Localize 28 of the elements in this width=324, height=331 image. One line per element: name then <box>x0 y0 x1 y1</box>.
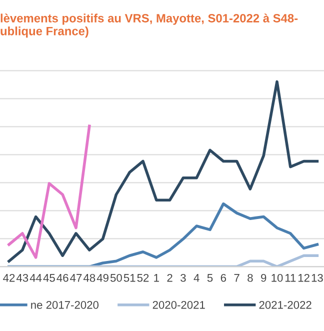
x-tick-label: 8 <box>248 274 253 282</box>
x-tick-label: 47 <box>70 274 82 282</box>
x-tick-label: 12 <box>298 274 310 282</box>
x-tick-label: 49 <box>96 274 108 282</box>
x-tick-label: 45 <box>43 274 55 282</box>
x-tick-label: 48 <box>83 274 96 282</box>
x-tick-label: 52 <box>137 274 149 282</box>
x-tick-label: 51 <box>124 274 136 282</box>
x-tick-label: 42 <box>3 274 15 282</box>
x-tick-label: 46 <box>56 274 68 282</box>
x-tick-label: 2 <box>167 274 172 282</box>
x-tick-label: 3 <box>180 274 186 282</box>
x-tick-label: 9 <box>261 274 266 282</box>
x-tick-label: 50 <box>110 274 122 282</box>
legend-label: ne 2017-2020 <box>31 301 99 309</box>
legend-label: 2021-2022 <box>259 301 312 309</box>
x-tick-label: 7 <box>234 274 240 282</box>
x-tick-label: 10 <box>272 274 283 282</box>
x-tick-label: 1 <box>154 274 159 282</box>
x-tick-label: 4 <box>194 274 200 282</box>
legend-label: 2020-2021 <box>152 301 205 309</box>
x-tick-label: 5 <box>207 274 213 282</box>
x-tick-label: 44 <box>30 274 42 282</box>
x-tick-label: 43 <box>16 274 28 282</box>
x-tick-label: 13 <box>312 274 323 282</box>
x-tick-label: 6 <box>220 274 226 282</box>
chart-title: lèvements positifs au VRS, Mayotte, S01-2022 à S48- ublique France) <box>0 14 298 38</box>
x-tick-label: 11 <box>285 274 296 282</box>
